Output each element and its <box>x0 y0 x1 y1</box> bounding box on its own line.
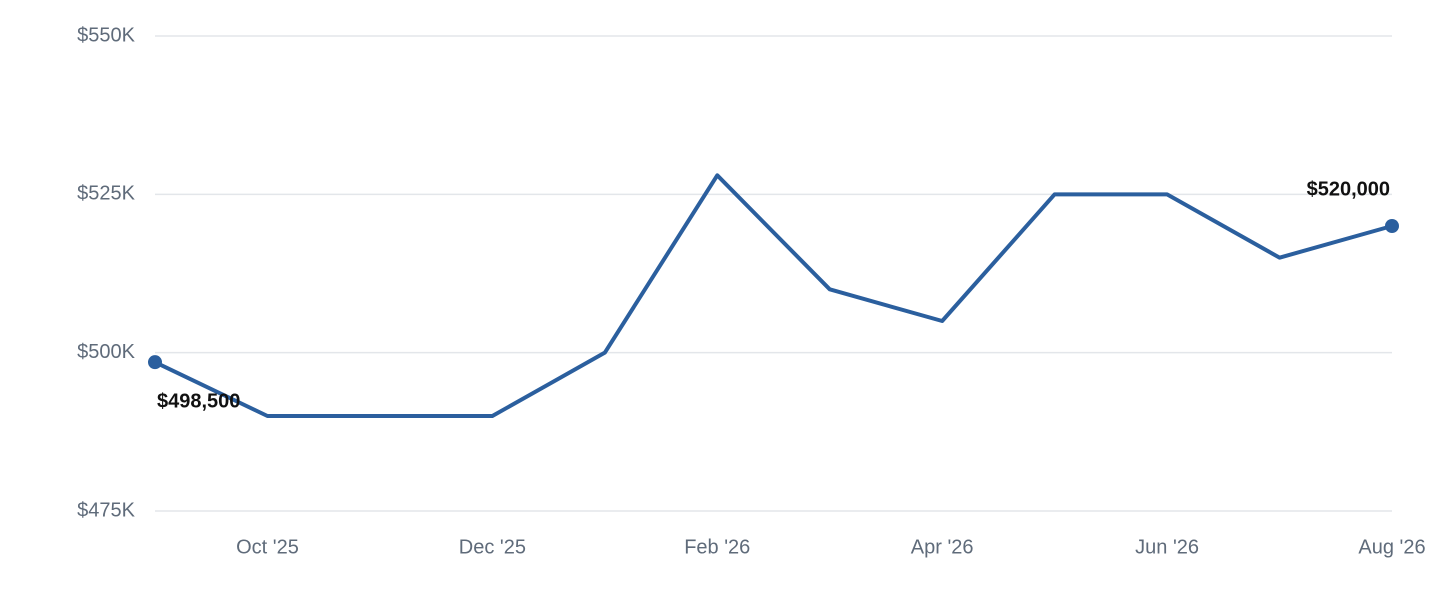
data-label: $520,000 <box>1307 178 1390 200</box>
x-tick-label: Jun '26 <box>1135 536 1199 558</box>
y-tick-label: $500K <box>77 341 135 363</box>
x-tick-label: Oct '25 <box>236 536 299 558</box>
x-tick-label: Aug '26 <box>1358 536 1425 558</box>
point <box>1385 219 1399 233</box>
point <box>148 355 162 370</box>
y-tick-label: $525K <box>77 183 135 205</box>
data-label: $498,500 <box>157 390 240 412</box>
y-tick-label: $475K <box>77 499 135 521</box>
x-tick-label: Apr '26 <box>911 536 974 558</box>
x-tick-label: Feb '26 <box>684 536 750 558</box>
x-tick-label: Dec '25 <box>459 536 526 558</box>
y-tick-label: $550K <box>77 24 135 46</box>
line <box>154 173 1393 418</box>
